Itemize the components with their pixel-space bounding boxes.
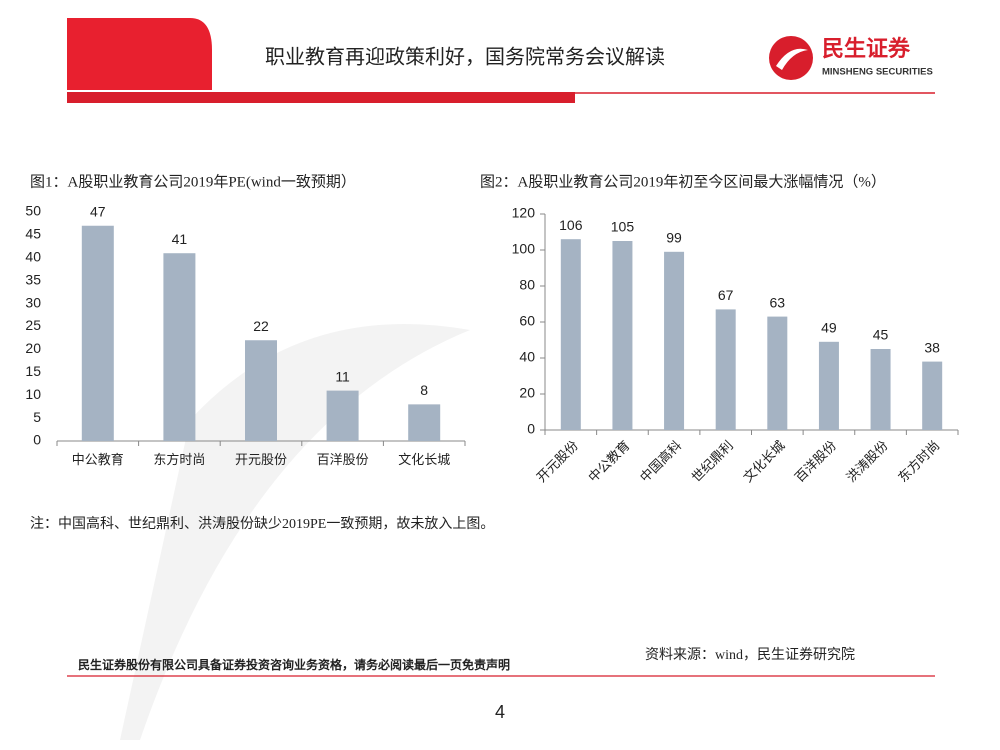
y-tick-label: 50 bbox=[25, 203, 41, 219]
header-bar bbox=[67, 92, 575, 103]
y-tick-label: 80 bbox=[519, 277, 535, 293]
y-tick-label: 100 bbox=[512, 241, 536, 257]
value-label: 41 bbox=[172, 231, 188, 247]
bar bbox=[560, 239, 581, 430]
logo-en: MINSHENG SECURITIES bbox=[822, 67, 933, 78]
y-tick-label: 35 bbox=[25, 271, 41, 287]
source: 资料来源：wind，民生证券研究院 bbox=[645, 647, 855, 663]
logo-cn: 民生证券 bbox=[822, 36, 911, 61]
y-tick-label: 10 bbox=[25, 386, 41, 402]
bar bbox=[245, 340, 277, 441]
bar bbox=[922, 361, 943, 430]
y-tick-label: 30 bbox=[25, 294, 41, 310]
x-tick-label: 文化长城 bbox=[740, 438, 787, 485]
x-tick-label: 中公教育 bbox=[585, 438, 632, 485]
value-label: 49 bbox=[821, 320, 837, 336]
y-tick-label: 45 bbox=[25, 226, 41, 242]
value-label: 105 bbox=[611, 219, 635, 235]
value-label: 22 bbox=[253, 318, 269, 334]
page-number: 4 bbox=[495, 702, 505, 722]
y-tick-label: 60 bbox=[519, 313, 535, 329]
bar bbox=[326, 390, 359, 441]
bar bbox=[715, 309, 736, 430]
bar bbox=[870, 349, 891, 430]
y-tick-label: 0 bbox=[527, 421, 535, 437]
x-tick-label: 洪涛股份 bbox=[843, 438, 890, 485]
y-tick-label: 40 bbox=[519, 349, 535, 365]
x-tick-label: 东方时尚 bbox=[895, 438, 942, 485]
x-tick-label: 中国高科 bbox=[637, 438, 684, 485]
y-tick-label: 20 bbox=[519, 385, 535, 401]
x-tick-label: 中公教育 bbox=[72, 452, 124, 467]
value-label: 106 bbox=[559, 217, 583, 233]
y-tick-label: 5 bbox=[33, 409, 41, 425]
chart-title: 图1：A股职业教育公司2019年PE(wind一致预期） bbox=[30, 173, 356, 190]
value-label: 45 bbox=[873, 327, 889, 343]
value-label: 38 bbox=[924, 339, 940, 355]
x-tick-label: 世纪鼎利 bbox=[689, 438, 736, 485]
bar bbox=[767, 316, 788, 430]
x-tick-label: 开元股份 bbox=[534, 438, 581, 485]
y-tick-label: 15 bbox=[25, 363, 41, 379]
header-title: 职业教育再迎政策利好，国务院常务会议解读 bbox=[265, 45, 665, 68]
x-tick-label: 百洋股份 bbox=[792, 438, 839, 485]
chart-title: 图2：A股职业教育公司2019年初至今区间最大涨幅情况（%） bbox=[480, 173, 886, 190]
value-label: 8 bbox=[420, 382, 428, 398]
x-tick-label: 东方时尚 bbox=[153, 452, 205, 467]
x-tick-label: 文化长城 bbox=[398, 452, 450, 467]
bar bbox=[81, 225, 114, 441]
value-label: 11 bbox=[335, 368, 350, 384]
bar bbox=[612, 241, 633, 430]
x-tick-label: 开元股份 bbox=[235, 452, 287, 467]
value-label: 47 bbox=[90, 203, 106, 219]
bar bbox=[163, 253, 196, 441]
bar bbox=[408, 404, 441, 441]
y-tick-label: 120 bbox=[512, 205, 536, 221]
bar bbox=[818, 341, 839, 430]
value-label: 67 bbox=[718, 287, 734, 303]
bar bbox=[664, 251, 685, 430]
y-tick-label: 0 bbox=[33, 432, 41, 448]
note: 注：中国高科、世纪鼎利、洪涛股份缺少2019PE一致预期，故未放入上图。 bbox=[30, 517, 495, 532]
y-tick-label: 25 bbox=[25, 317, 41, 333]
disclaimer: 民生证券股份有限公司具备证券投资咨询业务资格，请务必阅读最后一页免责声明 bbox=[78, 657, 510, 672]
value-label: 63 bbox=[770, 294, 786, 310]
y-tick-label: 20 bbox=[25, 340, 41, 356]
watermark bbox=[120, 324, 470, 740]
header-tab bbox=[67, 18, 212, 90]
logo-swoosh bbox=[776, 48, 808, 70]
y-tick-label: 40 bbox=[25, 249, 41, 265]
value-label: 99 bbox=[666, 230, 682, 246]
x-tick-label: 百洋股份 bbox=[317, 452, 369, 467]
